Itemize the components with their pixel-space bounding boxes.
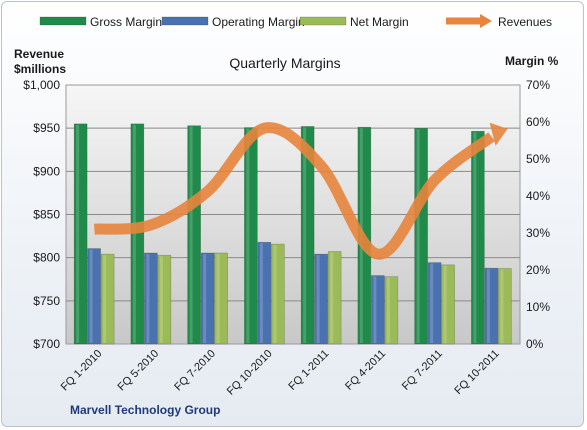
bar-gross-margin — [244, 127, 258, 345]
bar-operating-margin — [314, 253, 328, 345]
bar-gross-margin — [414, 127, 428, 345]
series-line-revenues — [93, 122, 495, 260]
bar-gross-margin — [73, 123, 88, 345]
y-right-tick-label: 60% — [526, 115, 550, 129]
bar-highlight — [330, 252, 334, 343]
y-right-tick-label: 30% — [526, 226, 550, 240]
chart-title: Quarterly Margins — [229, 55, 340, 71]
x-tick-label: FQ 7-2011 — [400, 348, 445, 393]
bar-highlight — [486, 269, 490, 343]
bar-operating-margin — [144, 252, 158, 345]
x-tick-label: FQ 1-2010 — [59, 348, 105, 394]
bar-gross-margin — [187, 125, 201, 345]
x-tick-label: FQ 5-2010 — [116, 348, 162, 394]
bar-highlight — [430, 263, 434, 343]
legend-swatch — [161, 16, 209, 26]
y-left-tick-label: $950 — [33, 121, 60, 135]
x-tick-label: FQ 4-2011 — [343, 348, 388, 393]
series-line-arrowhead — [489, 122, 508, 146]
bar-net-margin — [327, 251, 342, 345]
bar-highlight — [132, 124, 136, 343]
y-right-tick-label: 20% — [526, 263, 550, 277]
y-left-tick-label: $900 — [33, 164, 60, 178]
bar-highlight — [259, 243, 263, 343]
bar-operating-margin — [87, 248, 101, 345]
y-right-tick-label: 40% — [526, 189, 550, 203]
legend-label: Net Margin — [350, 15, 409, 29]
bar-highlight — [443, 265, 447, 343]
bar-gross-margin — [471, 130, 485, 345]
y-right-tick-label: 50% — [526, 152, 550, 166]
legend-swatch — [39, 16, 87, 26]
bar-gross-margin — [130, 123, 145, 345]
bar-highlight — [373, 276, 377, 343]
bar-highlight — [386, 277, 390, 343]
bar-net-margin — [271, 243, 285, 345]
bar-highlight — [146, 253, 150, 343]
bar-highlight — [316, 255, 320, 343]
y-right-tick-label: 10% — [526, 300, 550, 314]
bar-operating-margin — [371, 275, 385, 345]
bar-highlight — [246, 128, 250, 343]
x-tick-label: FQ 1-2011 — [286, 348, 331, 393]
bar-operating-margin — [200, 252, 215, 345]
bar-highlight — [473, 132, 477, 343]
legend-label: Revenues — [498, 15, 552, 29]
y-right-label: Margin % — [505, 54, 559, 68]
bar-highlight — [303, 127, 307, 343]
bar-net-margin — [498, 268, 512, 345]
bar-operating-margin — [257, 241, 272, 345]
bar-highlight — [189, 126, 193, 343]
bar-net-margin — [157, 254, 172, 345]
bar-net-margin — [100, 253, 115, 345]
y-right-tick-label: 0% — [526, 337, 544, 351]
bar-net-margin — [384, 276, 399, 345]
bar-highlight — [216, 253, 220, 343]
bar-highlight — [273, 245, 277, 343]
y-left-tick-label: $850 — [33, 208, 60, 222]
bar-highlight — [159, 256, 163, 343]
y-left-tick-label: $700 — [33, 337, 60, 351]
bar-gross-margin — [300, 126, 315, 345]
legend-swatch-arrow — [480, 14, 492, 28]
legend-swatch — [299, 16, 347, 26]
legend-label: Gross Margin — [90, 15, 162, 29]
bar-operating-margin — [484, 267, 499, 345]
bar-highlight — [76, 124, 80, 343]
y-left-tick-label: $1,000 — [23, 78, 60, 92]
bar-highlight — [89, 249, 93, 343]
y-left-label-line2: $millions — [14, 62, 66, 76]
bar-net-margin — [214, 252, 228, 345]
y-left-tick-label: $800 — [33, 251, 60, 265]
y-right-tick-label: 70% — [526, 78, 550, 92]
bar-highlight — [103, 255, 107, 343]
x-tick-label: FQ 10-2010 — [225, 348, 275, 398]
footer-company: Marvell Technology Group — [70, 403, 220, 417]
y-left-tick-label: $750 — [33, 294, 60, 308]
bar-operating-margin — [427, 262, 442, 345]
bar-highlight — [203, 253, 207, 343]
bar-highlight — [416, 129, 420, 343]
bar-net-margin — [441, 264, 455, 345]
bar-highlight — [500, 269, 504, 343]
y-left-label-line1: Revenue — [14, 47, 64, 61]
legend-label: Operating Margin — [212, 15, 305, 29]
x-tick-label: FQ 7-2010 — [172, 348, 218, 394]
x-tick-label: FQ 10-2011 — [452, 348, 501, 397]
